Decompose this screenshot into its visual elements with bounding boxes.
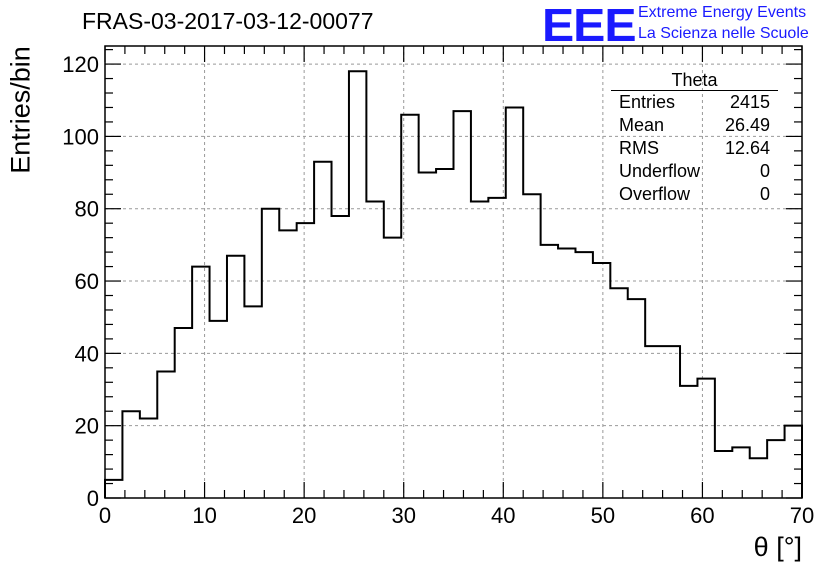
stats-box: Theta Entries 2415 Mean 26.49 RMS 12.64 …	[611, 70, 778, 206]
y-tick-label: 20	[75, 414, 99, 439]
logo-text-line1: Extreme Energy Events	[638, 4, 807, 21]
stats-row-underflow: Underflow 0	[611, 160, 778, 183]
x-tick-label: 10	[192, 503, 216, 528]
logo-text-line2: La Scienza nelle Scuole	[638, 25, 809, 42]
x-axis-label: θ [°]	[753, 532, 802, 562]
stats-label: Mean	[619, 115, 665, 135]
chart-title: FRAS-03-2017-03-12-00077	[82, 8, 374, 34]
x-tick-label: 0	[99, 503, 111, 528]
eee-logo: EEE	[542, 0, 637, 51]
stats-label: Overflow	[619, 184, 691, 204]
y-tick-label: 80	[75, 197, 99, 222]
plot-frame	[104, 45, 803, 499]
x-tick-label: 50	[591, 503, 615, 528]
histogram-series	[104, 70, 803, 498]
x-tick-label: 40	[491, 503, 515, 528]
stats-label: RMS	[619, 138, 659, 158]
x-tick-label: 70	[790, 503, 814, 528]
stats-value: 26.49	[724, 115, 770, 135]
stats-row-overflow: Overflow 0	[611, 183, 778, 206]
stats-row-mean: Mean 26.49	[611, 114, 778, 137]
stats-label: Entries	[619, 92, 676, 112]
y-axis-label: Entries/bin	[5, 46, 36, 174]
stats-value: 0	[759, 161, 770, 181]
stats-value: 12.64	[724, 138, 770, 158]
stats-value: 0	[759, 184, 770, 204]
y-tick-label: 100	[62, 124, 99, 149]
stats-row-rms: RMS 12.64	[611, 137, 778, 160]
x-tick-label: 60	[690, 503, 714, 528]
stats-row-entries: Entries 2415	[611, 91, 778, 114]
x-tick-label: 30	[391, 503, 415, 528]
stats-label: Underflow	[619, 161, 701, 181]
y-tick-label: 40	[75, 341, 99, 366]
stats-title: Theta	[611, 70, 778, 91]
y-tick-label: 0	[87, 486, 99, 511]
y-tick-label: 60	[75, 269, 99, 294]
y-tick-label: 120	[62, 52, 99, 77]
x-tick-label: 20	[292, 503, 316, 528]
stats-value: 2415	[729, 92, 770, 112]
